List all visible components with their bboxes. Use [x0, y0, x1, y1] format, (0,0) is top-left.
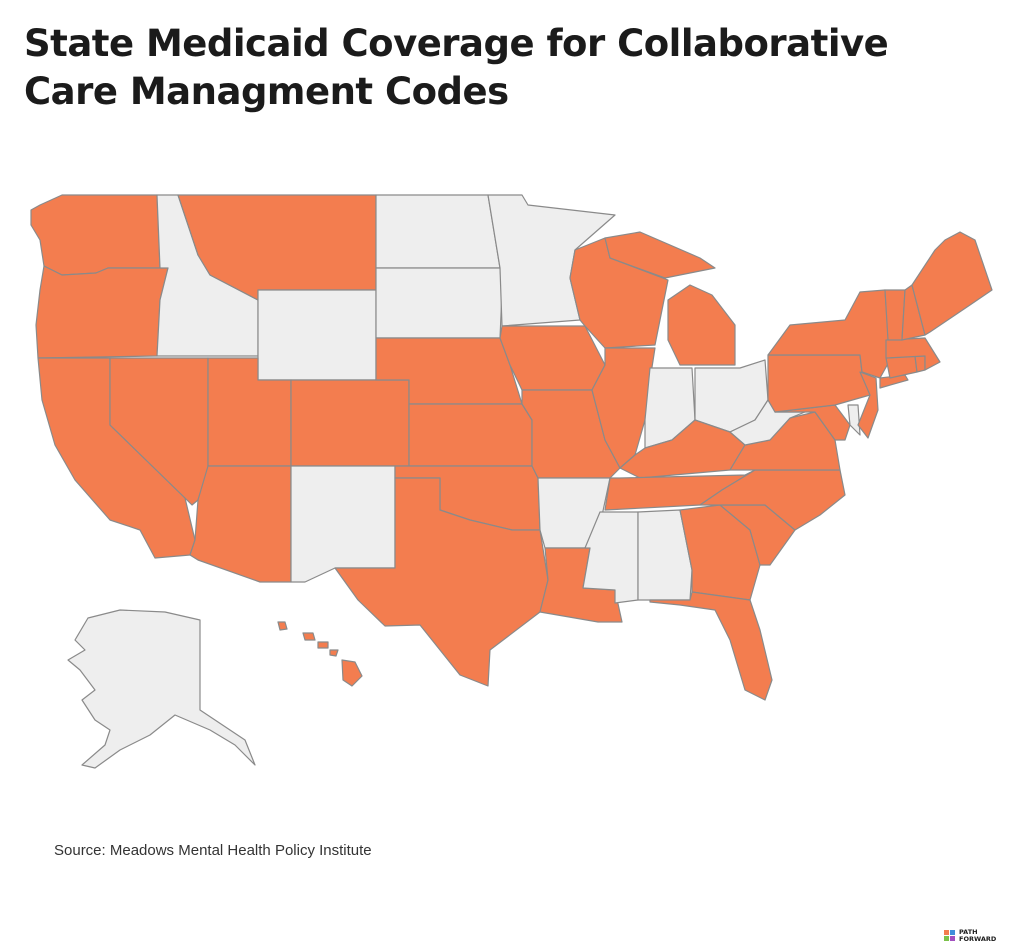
- state-oregon: [35, 265, 169, 359]
- state-washington: [30, 194, 161, 276]
- logo-text-line2: FORWARD: [959, 935, 997, 943]
- state-michigan: [604, 231, 736, 366]
- page-title: State Medicaid Coverage for Collaborativ…: [24, 22, 889, 113]
- state-wyoming: [257, 289, 377, 381]
- state-massachusetts: [885, 337, 941, 371]
- state-rhode-island: [914, 355, 926, 373]
- state-connecticut: [885, 355, 918, 379]
- state-south-dakota: [375, 267, 503, 339]
- state-kansas: [408, 403, 533, 467]
- state-alaska: [67, 609, 256, 769]
- state-colorado: [290, 379, 410, 467]
- state-florida: [649, 591, 773, 701]
- state-pennsylvania: [767, 354, 871, 413]
- state-maryland: [774, 404, 851, 441]
- state-new-mexico: [290, 465, 396, 583]
- state-iowa: [499, 325, 606, 391]
- logo-mark-icon: [944, 930, 956, 942]
- state-delaware: [847, 404, 861, 436]
- state-north-dakota: [375, 194, 501, 269]
- path-forward-logo: PATH FORWARD: [944, 929, 1008, 945]
- source-note: Source: Meadows Mental Health Policy Ins…: [54, 842, 372, 859]
- logo-text-line1: PATH: [959, 928, 978, 936]
- state-texas: [334, 477, 549, 687]
- state-maine: [911, 231, 993, 336]
- state-hawaii: [277, 621, 363, 687]
- state-new-jersey: [857, 371, 879, 439]
- us-state-map: [30, 194, 993, 769]
- state-arizona: [189, 465, 292, 583]
